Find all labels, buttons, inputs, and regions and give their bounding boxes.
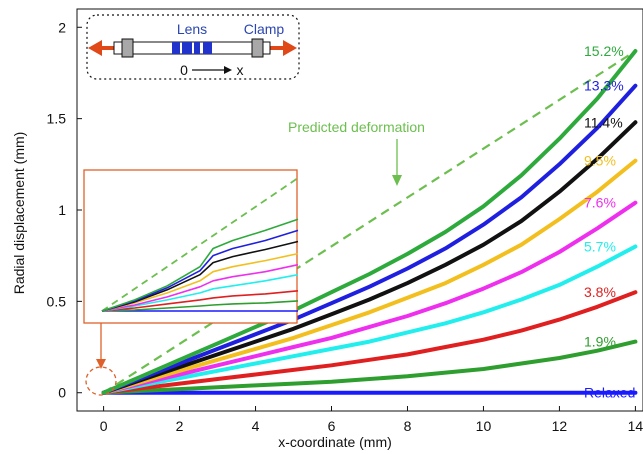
series-line [101,244,638,395]
schematic-clamp-label: Clamp [244,21,285,37]
inset-series-line [101,263,299,312]
schematic-lens-label: Lens [177,21,207,37]
y-tick-label: 1.5 [47,111,67,127]
schematic-x-label: x [237,62,244,78]
series-label: 9.5% [584,153,616,169]
schematic-arrowhead-left [88,40,102,56]
x-tick-label: 12 [552,418,568,434]
series-line [101,49,638,395]
zoom-circle [85,366,117,396]
y-tick-label: 2 [58,19,66,35]
inset-lines [101,177,299,312]
y-tick-label: 0.5 [47,293,67,309]
predicted-deformation-label: Predicted deformation [288,119,425,135]
series-label: Relaxed [584,385,635,401]
series-line [101,290,638,395]
series-label: 3.8% [584,284,616,300]
x-tick-label: 6 [328,418,336,434]
x-tick-label: 0 [100,418,108,434]
series-label: 7.6% [584,195,616,211]
series-line [101,339,638,395]
x-tick-label: 2 [176,418,184,434]
schematic-lens-segment [172,42,180,54]
series-labels: Relaxed 1.9% 3.8% 5.7% 7.6% 9.5% 11.4% 13.3% 15.… [584,43,635,401]
inset-series-line [101,300,299,312]
y-tick-label: 1 [58,202,66,218]
series-line [101,200,638,395]
series-lines [101,49,638,395]
series-label: 13.3% [584,78,624,94]
inset-series-line [101,218,299,312]
x-axis-label: x-coordinate (mm) [278,434,392,450]
inset-series-line [101,240,299,312]
inset-series-line [101,290,299,312]
inset-predicted-line [101,177,299,312]
series-line [101,83,638,395]
predicted-deformation-arrowhead [392,175,402,186]
x-tick-label: 8 [404,418,412,434]
schematic: Lens Clamp 0 x [86,14,300,80]
schematic-origin-label: 0 [180,62,188,78]
schematic-arrowhead-right [283,40,297,56]
inset-frame [83,169,298,324]
x-tick-label: 4 [252,418,260,434]
predicted-deformation-line [102,50,636,394]
schematic-clamp-left [121,38,134,58]
x-tick-label: 14 [628,418,643,434]
y-tick-label: 0 [58,385,66,401]
y-axis-label: Radial displacement (mm) [11,132,27,295]
ticks: 0 2 4 6 8 10 12 14 0 0.5 1 1.5 2 [47,19,643,434]
series-label: 11.4% [584,114,623,130]
zoom-connector-arrowhead [96,359,106,369]
schematic-lens-segment [203,42,212,54]
schematic-x-arrowhead [224,66,232,74]
series-label: 15.2% [584,43,624,59]
series-line [101,120,638,395]
series-line [101,158,638,395]
schematic-lens-segment [182,42,192,54]
inset-series-line [101,273,299,312]
inset-series-line [101,252,299,312]
schematic-clamp-right [251,38,264,58]
inset-series-line [101,229,299,312]
series-label: 5.7% [584,239,616,255]
series-label: 1.9% [584,334,616,350]
x-tick-label: 10 [476,418,492,434]
schematic-lens-segment [194,42,200,54]
